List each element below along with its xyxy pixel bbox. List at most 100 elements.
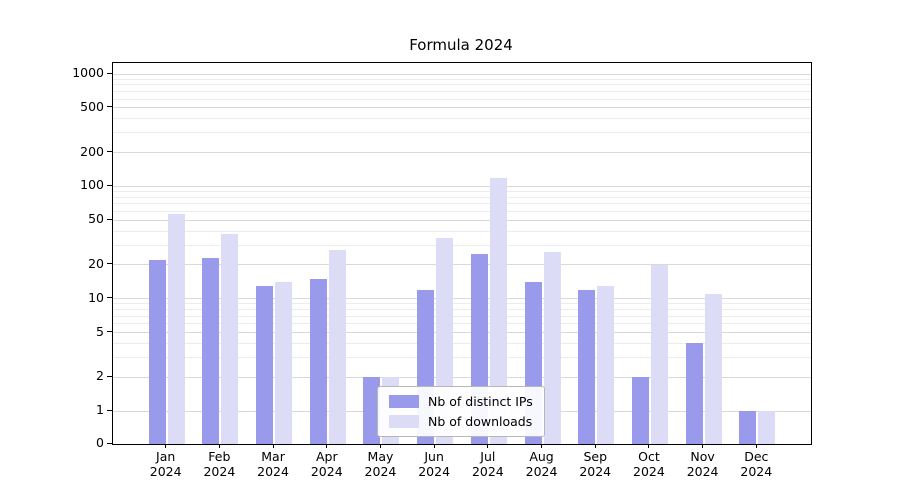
gridline — [113, 244, 811, 246]
legend-item: Nb of distinct IPs — [389, 394, 533, 409]
x-tick-label: May 2024 — [364, 449, 397, 479]
bar-downloads — [650, 264, 668, 444]
x-tick-label: Jan 2024 — [149, 449, 182, 479]
gridline — [113, 219, 811, 221]
x-tick-label: Oct 2024 — [633, 449, 665, 479]
gridline — [113, 191, 811, 193]
gridline — [113, 356, 811, 358]
chart-title: Formula 2024 — [409, 36, 513, 54]
bar-downloads — [489, 177, 507, 444]
y-tick-mark — [107, 263, 112, 265]
x-tick-mark — [702, 444, 704, 448]
legend-label: Nb of distinct IPs — [428, 394, 533, 409]
y-tick-label: 10 — [88, 289, 104, 305]
x-tick-mark — [326, 444, 328, 448]
gridline — [113, 332, 811, 333]
bar-distinct-ips — [148, 260, 166, 444]
y-tick-mark — [107, 218, 112, 220]
bar-distinct-ips — [578, 289, 596, 444]
bar-downloads — [221, 233, 239, 444]
bar-distinct-ips — [685, 343, 703, 444]
gridline — [113, 132, 811, 134]
x-tick-label: Nov 2024 — [686, 449, 719, 479]
x-tick-label: Dec 2024 — [740, 449, 773, 479]
y-tick-label: 50 — [88, 211, 104, 227]
gridline — [113, 78, 811, 80]
y-tick-mark — [107, 184, 112, 186]
x-tick-label: Jul 2024 — [471, 449, 504, 479]
bar-distinct-ips — [631, 377, 649, 444]
gridline — [113, 203, 811, 205]
bar-downloads — [275, 282, 293, 444]
y-tick-label: 0 — [96, 435, 104, 450]
gridline — [113, 90, 811, 92]
x-tick-label: Feb 2024 — [203, 449, 236, 479]
gridline — [113, 73, 811, 75]
gridline — [113, 298, 811, 300]
gridline — [113, 118, 811, 120]
x-tick-mark — [755, 444, 757, 448]
gridline — [113, 210, 811, 212]
x-tick-label: Jun 2024 — [418, 449, 451, 479]
y-tick-mark — [107, 297, 112, 299]
gridline — [113, 196, 811, 198]
bar-downloads — [167, 213, 185, 444]
y-tick-label: 2 — [96, 368, 104, 384]
x-tick-label: Apr 2024 — [310, 449, 343, 479]
gridline — [113, 376, 811, 378]
y-tick-mark — [107, 331, 112, 332]
bar-distinct-ips — [739, 411, 757, 444]
y-tick-label: 5 — [96, 323, 104, 339]
y-tick-mark — [107, 106, 112, 108]
legend-label: Nb of downloads — [428, 414, 533, 429]
bar-downloads — [543, 252, 561, 444]
y-tick-label: 500 — [80, 98, 104, 114]
y-tick-mark — [107, 375, 112, 377]
y-tick-mark — [107, 442, 112, 444]
gridline — [113, 185, 811, 187]
gridline — [113, 230, 811, 232]
x-tick-mark — [648, 444, 650, 448]
bar-downloads — [597, 285, 615, 444]
y-tick-mark — [107, 72, 112, 74]
x-tick-mark — [487, 444, 489, 448]
gridline — [113, 84, 811, 86]
y-tick-label: 20 — [88, 255, 104, 271]
legend: Nb of distinct IPs Nb of downloads — [377, 386, 545, 437]
bar-distinct-ips — [256, 285, 274, 444]
plot-area — [112, 62, 812, 445]
bar-downloads — [704, 294, 722, 444]
gridline — [113, 98, 811, 100]
gridline — [113, 303, 811, 305]
legend-item: Nb of downloads — [389, 414, 533, 429]
y-tick-label: 1000 — [72, 65, 104, 81]
x-tick-mark — [433, 444, 435, 448]
y-tick-label: 100 — [80, 177, 104, 193]
bar-distinct-ips — [363, 377, 381, 444]
x-tick-mark — [379, 444, 381, 448]
y-tick-mark — [107, 409, 112, 411]
gridline — [113, 107, 811, 109]
gridline — [113, 264, 811, 266]
bar-downloads — [758, 411, 776, 444]
x-tick-label: Aug 2024 — [525, 449, 558, 479]
y-tick-mark — [107, 151, 112, 153]
bar-distinct-ips — [309, 278, 327, 444]
x-tick-mark — [165, 444, 167, 448]
x-tick-mark — [272, 444, 274, 448]
y-tick-label: 200 — [80, 143, 104, 159]
x-tick-mark — [218, 444, 220, 448]
gridline — [113, 323, 811, 325]
bar-distinct-ips — [202, 258, 220, 444]
gridline — [113, 315, 811, 317]
bar-downloads — [328, 250, 346, 444]
legend-swatch — [389, 415, 419, 428]
x-tick-label: Sep 2024 — [579, 449, 612, 479]
legend-swatch — [389, 395, 419, 408]
x-tick-mark — [541, 444, 543, 448]
gridline — [113, 342, 811, 344]
gridline — [113, 152, 811, 154]
y-tick-label: 1 — [96, 402, 104, 417]
gridline — [113, 309, 811, 311]
